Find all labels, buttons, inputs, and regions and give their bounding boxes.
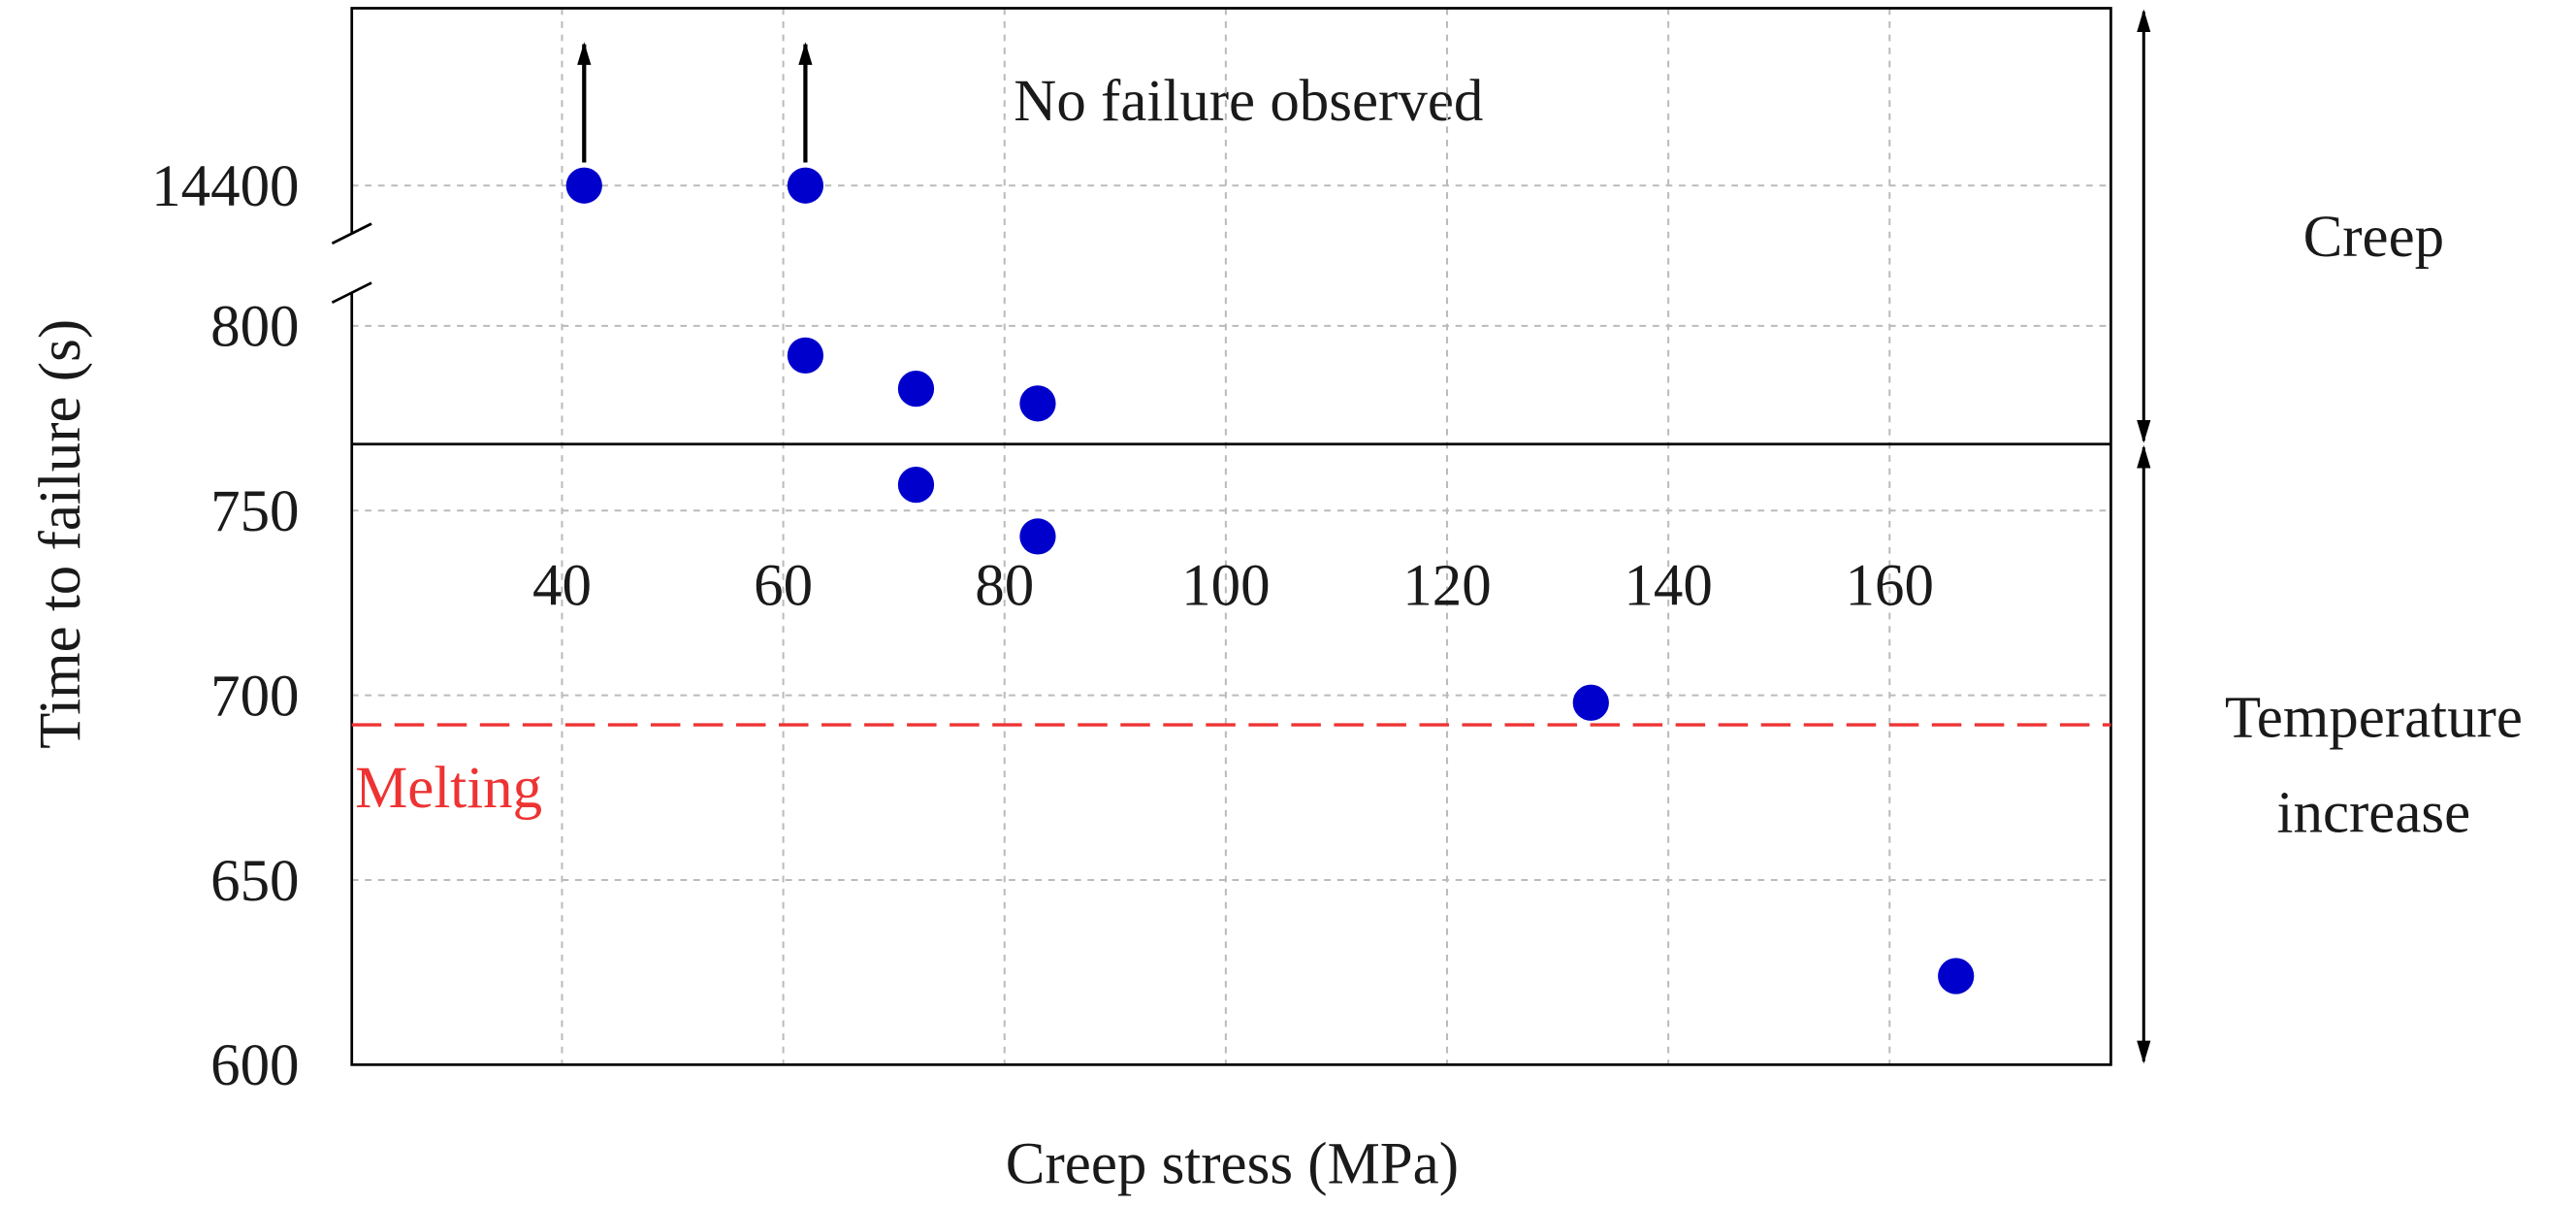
- y-tick-label: 600: [210, 1033, 299, 1098]
- x-tick-label: 60: [754, 554, 813, 619]
- region-label: Temperature: [2225, 685, 2523, 750]
- point: [1572, 684, 1609, 721]
- point: [1938, 958, 1975, 994]
- y-tick-label: 800: [210, 295, 299, 360]
- x-tick-label: 80: [975, 554, 1034, 619]
- x-tick-label: 120: [1402, 554, 1491, 619]
- reference-label: Melting: [355, 756, 542, 821]
- x-tick-label: 100: [1181, 554, 1270, 619]
- x-tick-label: 40: [532, 554, 592, 619]
- axis-break-gap: [346, 233, 357, 293]
- y-tick-label: 14400: [151, 154, 299, 219]
- point: [787, 337, 824, 374]
- point: [787, 167, 824, 204]
- region-label: Creep: [2303, 205, 2445, 270]
- y-tick-label: 750: [210, 479, 299, 544]
- axis-break: [331, 222, 372, 245]
- region-label: increase: [2277, 781, 2471, 846]
- point: [1019, 385, 1056, 422]
- x-tick-label: 140: [1624, 554, 1712, 619]
- y-tick-label: 650: [210, 849, 299, 914]
- annotation: No failure observed: [1014, 69, 1483, 134]
- plot-frame: [350, 7, 2112, 1066]
- x-tick-label: 160: [1846, 554, 1934, 619]
- point: [565, 167, 602, 204]
- y-axis-label: Time to failure (s): [28, 319, 93, 749]
- point: [897, 466, 935, 504]
- point: [1019, 518, 1056, 555]
- y-tick-label: 700: [210, 664, 299, 729]
- x-axis-label: Creep stress (MPa): [1006, 1132, 1459, 1197]
- point: [897, 370, 935, 407]
- axis-break: [331, 281, 372, 305]
